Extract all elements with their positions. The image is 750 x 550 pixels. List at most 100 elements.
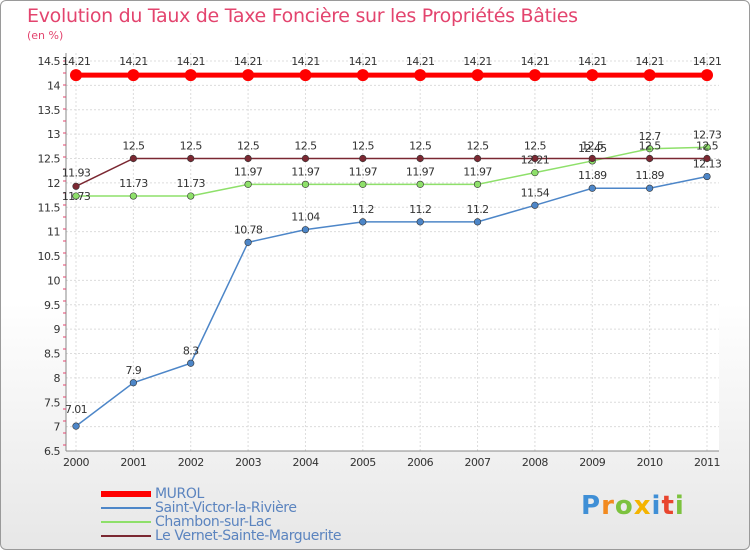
data-point (703, 143, 711, 151)
data-label: 7.9 (126, 364, 142, 377)
logo-letter: r (601, 491, 615, 521)
data-point (70, 69, 82, 82)
data-label: 12.13 (693, 158, 722, 171)
data-point (473, 218, 482, 226)
data-point (646, 184, 654, 192)
data-label: 14.21 (291, 55, 320, 68)
y-tick-label: 6.5 (44, 445, 60, 458)
data-label: 10.78 (234, 223, 263, 236)
legend-item: Saint-Victor-la-Rivière (101, 500, 341, 516)
legend-label: Le Vernet-Sainte-Marguerite (155, 528, 342, 544)
y-tick-label: 7 (54, 421, 61, 434)
data-point (301, 154, 310, 163)
y-tick-label: 14.5 (38, 55, 61, 68)
data-label: 11.89 (578, 169, 607, 182)
axis-layer: 6.577.588.599.51010.51111.51212.51313.51… (38, 53, 721, 469)
x-tick-label: 2009 (579, 456, 605, 469)
series-line-1 (75, 175, 708, 427)
data-point (359, 180, 367, 188)
data-point (184, 69, 197, 82)
data-label: 8.3 (183, 344, 199, 357)
x-tick-label: 2002 (178, 456, 204, 469)
data-label: 12.5 (524, 140, 547, 153)
data-label: 11.73 (119, 177, 148, 190)
data-label: 12.7 (639, 130, 662, 143)
data-label: 14.21 (406, 55, 435, 68)
plot-background (66, 53, 719, 451)
y-tick-label: 7.5 (44, 396, 60, 409)
x-tick-label: 2001 (120, 456, 146, 469)
data-label: 11.2 (352, 203, 374, 216)
data-label: 11.97 (349, 165, 378, 178)
data-label: 12.5 (581, 140, 604, 153)
y-tick-label: 12.5 (38, 153, 61, 166)
x-tick-label: 2006 (407, 456, 433, 469)
data-label: 14.21 (635, 55, 664, 68)
data-point (528, 69, 541, 82)
data-point (416, 180, 424, 188)
data-label: 11.97 (463, 165, 492, 178)
data-point (586, 69, 599, 82)
data-point (72, 192, 80, 200)
series-layer (70, 69, 713, 430)
data-label: 11.04 (291, 211, 320, 224)
x-tick-label: 2004 (292, 456, 318, 469)
x-tick-label: 2000 (63, 456, 89, 469)
y-tick-label: 11 (47, 226, 60, 239)
data-point (127, 69, 140, 82)
data-label: 11.2 (466, 203, 488, 216)
data-label: 11.97 (234, 165, 263, 178)
x-tick-label: 2007 (465, 456, 491, 469)
logo-letter: t (661, 491, 675, 521)
y-tick-label: 13.5 (38, 104, 61, 117)
data-label: 11.54 (521, 186, 550, 199)
legend-swatch (101, 535, 151, 537)
y-tick-label: 8.5 (44, 348, 60, 361)
data-label: 14.21 (693, 55, 722, 68)
legend-swatch (101, 521, 151, 523)
data-point (359, 154, 367, 163)
data-label: 12.73 (693, 128, 722, 141)
data-point (531, 201, 539, 209)
data-point (531, 154, 539, 163)
data-label: 12.5 (237, 140, 260, 153)
data-label: 11.73 (62, 190, 91, 203)
data-label: 12.5 (294, 140, 317, 153)
data-point (643, 69, 656, 82)
logo-letter: o (614, 491, 634, 521)
data-point (701, 69, 713, 82)
data-point (471, 69, 484, 82)
data-label-layer: 14.21 14.21 14.21 14.21 14.21 14.21 14.21 14.21… (62, 55, 723, 416)
data-point (187, 154, 195, 163)
data-point (414, 69, 427, 82)
legend-item: Le Vernet-Sainte-Marguerite (101, 528, 342, 544)
chart-title: Evolution du Taux de Taxe Foncière sur l… (27, 5, 578, 27)
data-label: 14.21 (234, 55, 263, 68)
data-point (646, 145, 654, 153)
data-point (244, 238, 252, 246)
data-point (703, 154, 711, 163)
data-point (129, 379, 137, 387)
data-point (299, 69, 312, 82)
legend-item: MUROL (101, 486, 341, 502)
data-label: 7.01 (65, 403, 87, 416)
data-point (244, 180, 252, 188)
data-point (72, 422, 80, 430)
legend-swatch (101, 507, 151, 509)
x-tick-label: 2005 (350, 456, 376, 469)
y-axis-unit: (en %) (27, 29, 64, 42)
data-label: 12.5 (352, 140, 375, 153)
data-label: 14.21 (521, 55, 550, 68)
data-label: 14.21 (349, 55, 378, 68)
data-point (416, 154, 424, 163)
data-label: 14.21 (176, 55, 205, 68)
proxiti-logo: Proxiti (581, 491, 685, 521)
x-tick-label: 2008 (522, 456, 548, 469)
legend-label: MUROL (155, 486, 204, 502)
data-point (473, 154, 482, 163)
logo-letter: x (633, 491, 652, 521)
y-tick-label: 14 (47, 79, 60, 92)
data-point (72, 182, 80, 190)
data-point (646, 154, 654, 163)
